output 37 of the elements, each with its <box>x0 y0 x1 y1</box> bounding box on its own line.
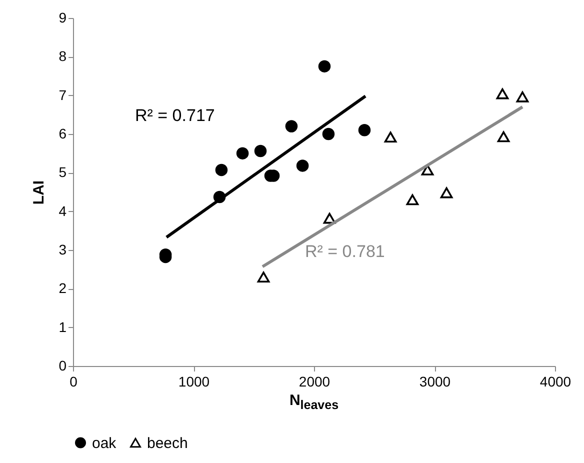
x-tick-label: 3000 <box>419 374 451 390</box>
point <box>440 187 453 198</box>
point <box>285 120 298 132</box>
point <box>497 131 510 142</box>
y-axis-title: LAI <box>30 180 48 205</box>
y-tick-label: 1 <box>58 318 67 335</box>
legend-label: oak <box>92 434 117 452</box>
x-tick-label: 1000 <box>178 374 210 390</box>
x-tick-label: 4000 <box>540 374 572 390</box>
annotation: R² = 0.717 <box>135 106 215 125</box>
point <box>254 144 267 158</box>
y-tick-label: 6 <box>58 126 67 142</box>
point <box>318 60 331 72</box>
point <box>257 272 270 283</box>
point <box>516 91 529 102</box>
point <box>406 194 419 206</box>
point <box>421 164 434 176</box>
y-tick-label: 0 <box>58 358 67 374</box>
point <box>236 147 249 160</box>
point <box>496 88 509 100</box>
x-tick-label: 2000 <box>298 374 330 390</box>
point <box>322 128 335 140</box>
x-axis-title: N$_{leaves}$ <box>288 392 340 412</box>
x-tick-label: 0 <box>70 374 78 390</box>
point <box>384 132 397 143</box>
point <box>215 164 228 176</box>
point <box>358 124 371 136</box>
y-tick-label: 2 <box>58 280 67 296</box>
annotation: R² = 0.781 <box>305 242 385 261</box>
y-tick-label: 3 <box>58 242 67 258</box>
y-tick-label: 8 <box>58 48 67 64</box>
y-tick-label: 4 <box>58 202 67 219</box>
point <box>296 160 309 172</box>
legend-label: beech <box>147 434 188 452</box>
y-tick-label: 7 <box>58 86 67 103</box>
y-tick-label: 5 <box>58 164 67 180</box>
y-tick-label: 9 <box>58 10 67 26</box>
